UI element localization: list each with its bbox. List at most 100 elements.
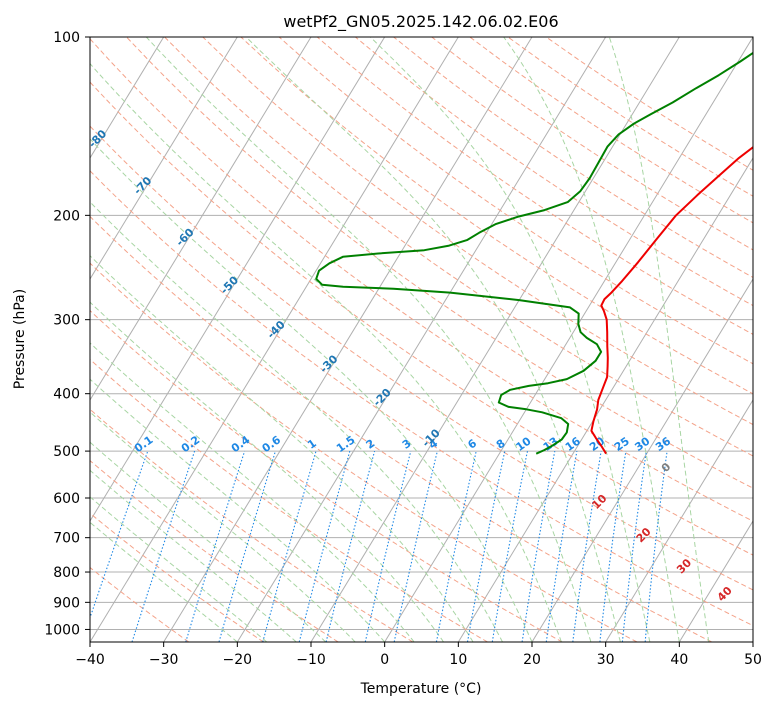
moist-adiabat bbox=[370, 37, 651, 642]
temperature-line bbox=[590, 146, 753, 455]
isotherm bbox=[163, 37, 533, 642]
mixing-ratio-line bbox=[393, 450, 438, 642]
isotherm-label: -90 bbox=[41, 80, 64, 103]
dry-adiabat bbox=[90, 566, 190, 642]
isotherm bbox=[90, 37, 459, 642]
y-tick-label: 1000 bbox=[44, 622, 80, 638]
mixing-ratio-label: 2 bbox=[364, 437, 378, 452]
dry-adiabat bbox=[278, 37, 753, 365]
isotherm bbox=[678, 520, 753, 642]
y-tick-label: 200 bbox=[53, 208, 80, 224]
dry-adiabat bbox=[90, 81, 753, 556]
mixing-ratio-line bbox=[262, 450, 317, 642]
mixing-ratio-line bbox=[131, 450, 196, 642]
dry-adiabat bbox=[431, 37, 753, 251]
y-axis-label: Pressure (hPa) bbox=[12, 289, 28, 389]
y-tick-label: 700 bbox=[53, 531, 80, 547]
x-tick-label: 30 bbox=[597, 652, 615, 668]
moist-adiabat bbox=[90, 469, 297, 642]
mixing-ratio-line bbox=[545, 451, 578, 642]
x-axis-label: Temperature (°C) bbox=[360, 681, 482, 697]
mixing-ratio-line bbox=[435, 450, 477, 642]
dry-adiabat bbox=[90, 408, 414, 642]
isotherm bbox=[752, 641, 753, 642]
isotherm-label: -10 bbox=[420, 426, 443, 449]
moist-adiabat bbox=[90, 255, 474, 642]
isotherm bbox=[310, 37, 680, 642]
profile-series bbox=[315, 51, 753, 455]
x-tick-label: −10 bbox=[296, 652, 326, 668]
moist-adiabat bbox=[90, 301, 444, 642]
x-tick-label: 0 bbox=[380, 652, 389, 668]
moist-adiabat bbox=[90, 378, 386, 642]
moist-adiabat bbox=[503, 37, 680, 642]
dry-adiabat bbox=[316, 37, 753, 335]
x-axis-ticks: −40 −30 −20 −10 0 10 20 30 40 50 bbox=[75, 642, 762, 668]
mixing-ratio-label: 0.4 bbox=[229, 433, 253, 455]
mixing-ratio-line bbox=[644, 451, 668, 642]
moist-adiabat bbox=[90, 411, 356, 642]
mixing-ratio-line bbox=[621, 451, 647, 642]
mixing-ratio-line bbox=[491, 450, 529, 642]
mixing-ratio-label: 6 bbox=[465, 437, 479, 452]
dry-adiabat bbox=[90, 125, 753, 591]
x-tick-label: 20 bbox=[523, 652, 541, 668]
isotherm-label: -60 bbox=[173, 226, 196, 249]
dry-adiabat bbox=[240, 37, 753, 395]
plot-frame bbox=[89, 36, 754, 643]
mixing-ratio-label: 1.5 bbox=[334, 433, 357, 455]
dry-adiabat bbox=[90, 262, 638, 642]
dry-adiabat bbox=[90, 459, 339, 642]
dry-adiabat bbox=[90, 512, 264, 642]
dry-adiabat bbox=[126, 37, 753, 489]
dry-adiabat bbox=[393, 37, 753, 279]
dry-adiabat bbox=[90, 215, 712, 642]
isotherm-label: -30 bbox=[317, 352, 340, 375]
dry-adiabat bbox=[90, 170, 753, 627]
y-axis-ticks: 100 200 300 400 500 600 700 800 900 1000 bbox=[44, 30, 90, 638]
mixing-ratio-line bbox=[364, 450, 412, 642]
adiabat-label: 30 bbox=[674, 556, 694, 576]
isotherm bbox=[90, 37, 312, 401]
mixing-ratio-line bbox=[298, 450, 351, 642]
isotherm bbox=[90, 37, 238, 280]
moist-adiabat bbox=[90, 201, 503, 642]
y-tick-label: 500 bbox=[53, 444, 80, 460]
moist-adiabat bbox=[90, 521, 238, 642]
isotherm bbox=[457, 157, 753, 642]
isotherm bbox=[236, 37, 607, 642]
chart-title: wetPf2_GN05.2025.142.06.02.E06 bbox=[283, 12, 558, 32]
isotherm-label: -100 bbox=[0, 44, 14, 73]
moist-adiabat bbox=[145, 37, 592, 642]
isotherm-label: -40 bbox=[264, 318, 287, 341]
isotherm bbox=[605, 399, 753, 642]
isotherm bbox=[531, 278, 753, 642]
background-lines bbox=[90, 37, 753, 642]
isotherm-label: -70 bbox=[131, 174, 154, 197]
dry-adiabat bbox=[90, 358, 488, 642]
x-tick-label: −30 bbox=[149, 652, 179, 668]
x-tick-label: 40 bbox=[670, 652, 688, 668]
mixing-ratio-line bbox=[218, 450, 276, 642]
dry-adiabat bbox=[90, 309, 563, 642]
mixing-ratio-line bbox=[572, 451, 602, 642]
moist-adiabat bbox=[90, 62, 562, 642]
moist-adiabat bbox=[245, 37, 621, 642]
y-tick-label: 300 bbox=[53, 313, 80, 329]
mixing-ratio-label: 0.2 bbox=[179, 433, 202, 455]
isotherm bbox=[90, 37, 386, 522]
dewpoint-line bbox=[315, 51, 753, 455]
x-tick-label: −40 bbox=[75, 652, 105, 668]
dry-adiabat bbox=[202, 37, 753, 426]
moist-adiabat bbox=[90, 138, 533, 642]
isotherm bbox=[90, 37, 165, 159]
adiabat-label: 20 bbox=[634, 525, 654, 545]
moist-adiabat bbox=[90, 441, 327, 642]
x-tick-label: −20 bbox=[223, 652, 253, 668]
isotherm bbox=[384, 37, 753, 642]
moist-adiabat bbox=[608, 37, 710, 642]
adiabat-label: 40 bbox=[715, 584, 735, 604]
y-tick-label: 900 bbox=[53, 595, 80, 611]
mixing-ratio-line bbox=[325, 450, 376, 642]
